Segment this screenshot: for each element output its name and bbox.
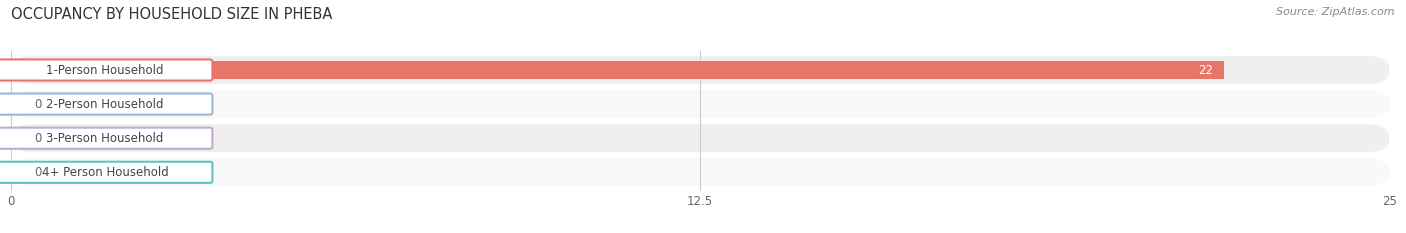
- Bar: [11, 61, 1223, 79]
- Text: Source: ZipAtlas.com: Source: ZipAtlas.com: [1277, 7, 1395, 17]
- FancyBboxPatch shape: [11, 124, 1389, 152]
- Text: 0: 0: [34, 98, 42, 111]
- Bar: [11, 163, 32, 182]
- Text: 0: 0: [34, 132, 42, 145]
- Text: 2-Person Household: 2-Person Household: [46, 98, 163, 111]
- FancyBboxPatch shape: [11, 56, 1389, 84]
- Bar: [11, 129, 32, 147]
- FancyBboxPatch shape: [11, 158, 1389, 186]
- Text: 0: 0: [34, 166, 42, 179]
- Bar: [11, 95, 32, 113]
- FancyBboxPatch shape: [0, 162, 212, 183]
- Text: 1-Person Household: 1-Person Household: [46, 64, 163, 76]
- Text: OCCUPANCY BY HOUSEHOLD SIZE IN PHEBA: OCCUPANCY BY HOUSEHOLD SIZE IN PHEBA: [11, 7, 333, 22]
- FancyBboxPatch shape: [0, 59, 212, 81]
- FancyBboxPatch shape: [11, 90, 1389, 118]
- Text: 3-Person Household: 3-Person Household: [46, 132, 163, 145]
- Text: 4+ Person Household: 4+ Person Household: [42, 166, 169, 179]
- FancyBboxPatch shape: [0, 93, 212, 115]
- FancyBboxPatch shape: [0, 128, 212, 149]
- Text: 22: 22: [1198, 64, 1213, 76]
